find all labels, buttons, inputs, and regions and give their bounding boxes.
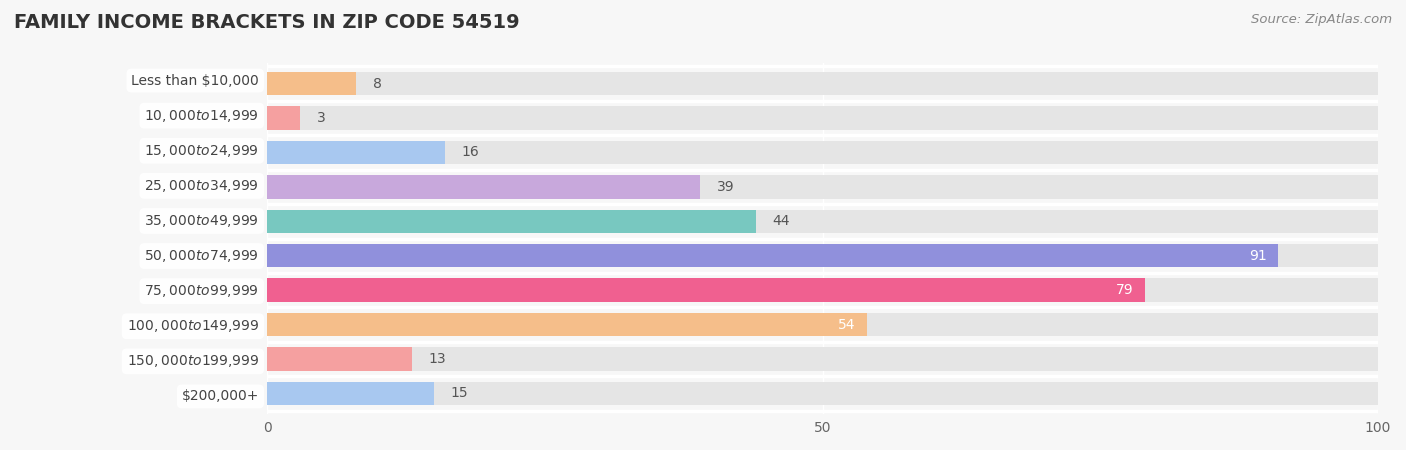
- Bar: [267, 313, 1378, 336]
- Bar: [267, 210, 1378, 233]
- Text: 15: 15: [450, 387, 468, 400]
- Text: $25,000 to $34,999: $25,000 to $34,999: [145, 178, 259, 194]
- Bar: [267, 72, 356, 95]
- Bar: [267, 175, 1378, 198]
- Text: 3: 3: [318, 111, 326, 125]
- Bar: [267, 141, 1378, 164]
- Text: 79: 79: [1116, 283, 1133, 297]
- Bar: [267, 347, 412, 371]
- Text: Less than $10,000: Less than $10,000: [131, 73, 259, 88]
- Text: $35,000 to $49,999: $35,000 to $49,999: [145, 213, 259, 229]
- Text: 16: 16: [461, 145, 479, 159]
- Text: 13: 13: [429, 352, 446, 366]
- Bar: [267, 244, 1278, 267]
- Bar: [267, 313, 868, 336]
- Text: $10,000 to $14,999: $10,000 to $14,999: [145, 108, 259, 124]
- Bar: [267, 175, 700, 198]
- Text: FAMILY INCOME BRACKETS IN ZIP CODE 54519: FAMILY INCOME BRACKETS IN ZIP CODE 54519: [14, 14, 520, 32]
- Text: 8: 8: [373, 76, 381, 90]
- Text: Source: ZipAtlas.com: Source: ZipAtlas.com: [1251, 14, 1392, 27]
- Text: 91: 91: [1249, 249, 1267, 263]
- Bar: [267, 106, 301, 130]
- Bar: [267, 106, 1378, 130]
- Bar: [267, 347, 1378, 371]
- Text: $75,000 to $99,999: $75,000 to $99,999: [145, 283, 259, 299]
- Bar: [267, 72, 1378, 95]
- Bar: [267, 279, 1144, 302]
- Text: $200,000+: $200,000+: [181, 389, 259, 404]
- Text: $100,000 to $149,999: $100,000 to $149,999: [127, 318, 259, 334]
- Bar: [267, 382, 1378, 405]
- Text: $15,000 to $24,999: $15,000 to $24,999: [145, 143, 259, 159]
- Text: 39: 39: [717, 180, 734, 194]
- Bar: [267, 279, 1378, 302]
- Bar: [267, 141, 444, 164]
- Text: 44: 44: [772, 214, 790, 228]
- Text: 54: 54: [838, 318, 856, 332]
- Text: $50,000 to $74,999: $50,000 to $74,999: [145, 248, 259, 264]
- Bar: [267, 382, 433, 405]
- Text: $150,000 to $199,999: $150,000 to $199,999: [127, 353, 259, 369]
- Bar: [267, 244, 1378, 267]
- Bar: [267, 210, 756, 233]
